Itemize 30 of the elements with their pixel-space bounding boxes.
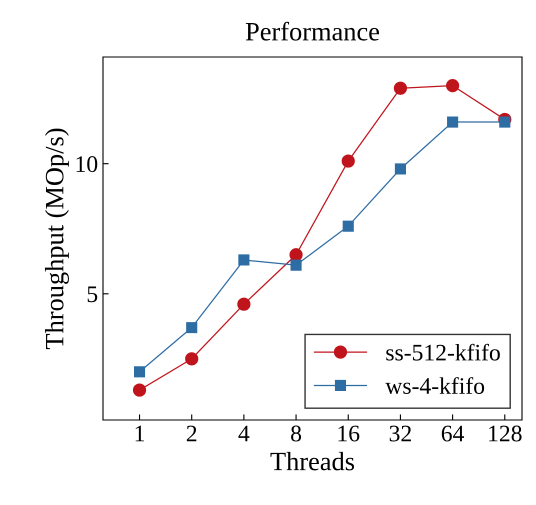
x-tick-label: 8: [291, 426, 302, 442]
legend-label: ws-4-kfifo: [385, 377, 484, 394]
point: [342, 154, 355, 168]
point: [132, 383, 146, 397]
point: [499, 116, 510, 128]
x-tick-label: 4: [238, 426, 250, 442]
chart-title: Performance: [246, 22, 379, 41]
y-tick-label: 10: [76, 156, 98, 172]
point: [394, 82, 408, 95]
y-tick-label: 5: [88, 286, 98, 302]
point: [446, 79, 460, 92]
point: [134, 366, 146, 378]
point: [342, 220, 354, 232]
x-tick-label: 1: [136, 426, 144, 442]
x-tick-label: 128: [489, 426, 522, 442]
y-axis-title: Throughput (MOp/s): [44, 128, 69, 350]
point: [186, 322, 198, 334]
point: [238, 254, 250, 266]
point: [290, 260, 302, 271]
point: [394, 163, 406, 174]
point: [289, 248, 303, 262]
x-tick-label: 16: [338, 426, 360, 442]
legend-label: ss-512-kfifo: [386, 344, 500, 361]
x-axis-title: Threads: [270, 452, 354, 470]
x-tick-label: 32: [390, 426, 411, 442]
point: [447, 116, 458, 128]
x-tick-label: 2: [186, 426, 196, 442]
point: [185, 352, 198, 366]
x-tick-label: 64: [442, 426, 464, 442]
point: [237, 298, 250, 311]
